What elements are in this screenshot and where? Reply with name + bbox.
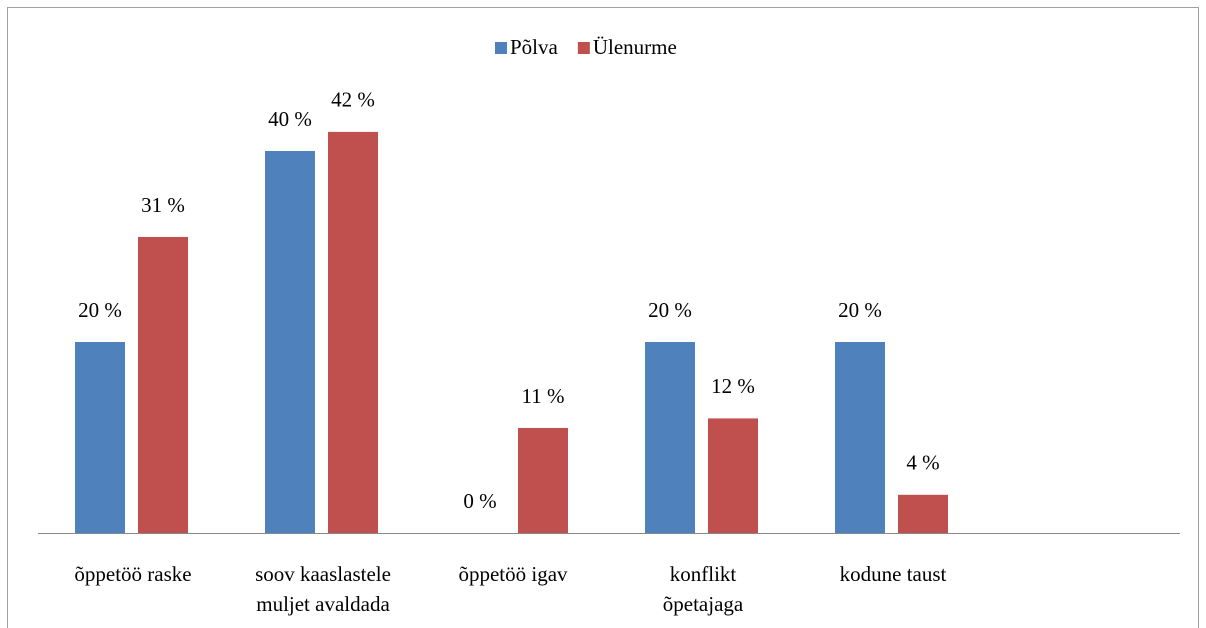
legend-label: Põlva	[510, 35, 559, 59]
bar	[518, 427, 568, 533]
x-tick-label: õppetöö raske	[74, 562, 192, 586]
value-label: 40 %	[268, 107, 312, 131]
bar	[328, 131, 378, 533]
value-label: 20 %	[838, 298, 882, 322]
x-tick-label: konflikt õpetajaga	[662, 562, 744, 616]
x-tick-label: soov kaaslastele muljet avaldada	[255, 562, 391, 616]
value-label: 31 %	[141, 193, 185, 217]
bar	[138, 236, 188, 533]
value-label: 42 %	[331, 88, 375, 112]
chart-frame	[7, 7, 1199, 628]
value-label: 4 %	[906, 451, 939, 475]
bar	[265, 151, 315, 533]
value-label: 20 %	[78, 298, 122, 322]
value-label: 0 %	[463, 489, 496, 513]
x-tick-label: kodune taust	[839, 562, 947, 586]
bar	[898, 494, 948, 533]
bar	[708, 418, 758, 533]
value-label: 20 %	[648, 298, 692, 322]
x-tick-label: õppetöö igav	[458, 562, 568, 586]
legend-swatch	[577, 42, 590, 54]
legend-label: Ülenurme	[593, 35, 677, 59]
value-label: 12 %	[711, 374, 755, 398]
bar	[835, 342, 885, 533]
bar	[75, 342, 125, 533]
bar	[645, 342, 695, 533]
legend-swatch	[495, 42, 507, 54]
value-label: 11 %	[522, 384, 565, 408]
